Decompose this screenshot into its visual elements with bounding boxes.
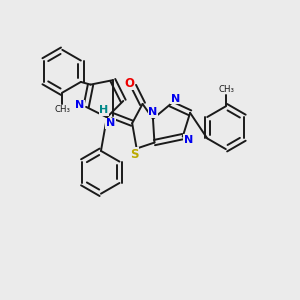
Text: CH₃: CH₃ <box>55 105 71 114</box>
Text: CH₃: CH₃ <box>219 85 235 94</box>
Text: N: N <box>171 94 180 103</box>
Text: N: N <box>184 135 193 145</box>
Text: O: O <box>124 76 134 90</box>
Text: N: N <box>148 107 158 117</box>
Text: S: S <box>130 148 139 161</box>
Text: H: H <box>99 106 109 116</box>
Text: N: N <box>75 100 84 110</box>
Text: N: N <box>106 118 115 128</box>
